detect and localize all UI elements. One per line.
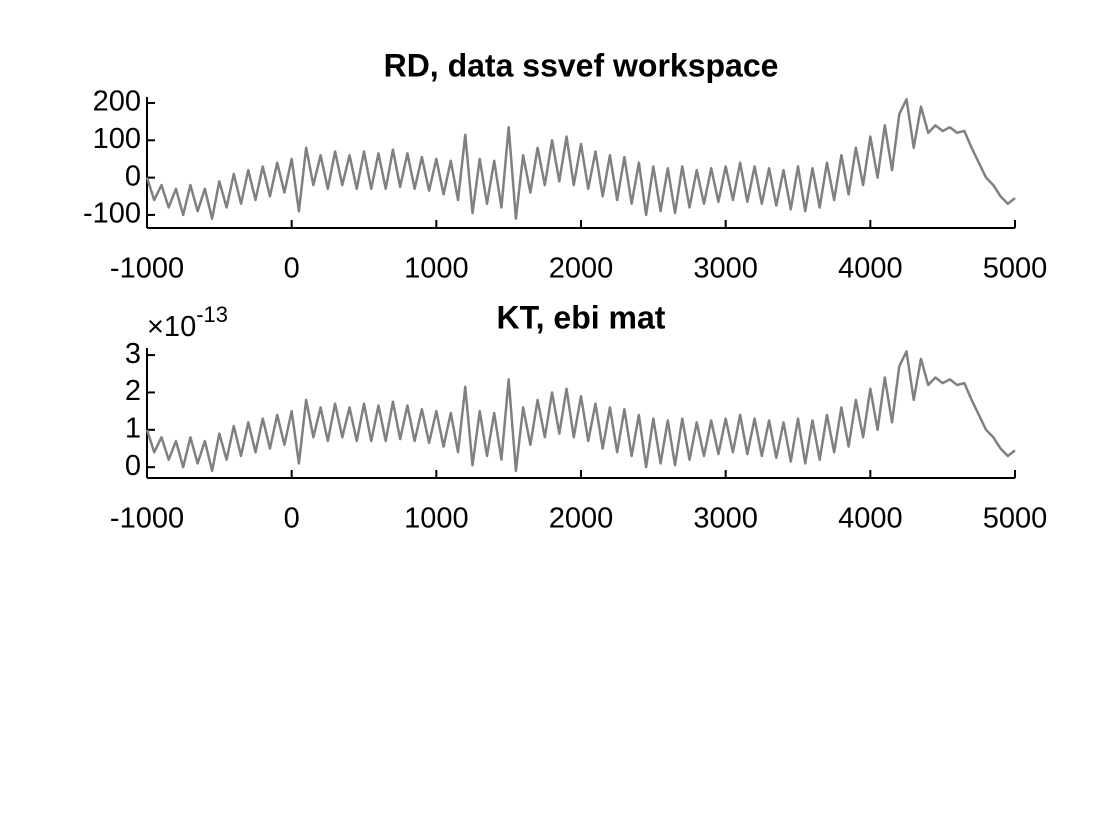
x-tick-label: -1000 [110, 503, 184, 535]
y-tick-label: 0 [125, 450, 141, 482]
x-tick-label: -1000 [110, 253, 184, 285]
x-tick-label: 1000 [404, 253, 469, 285]
chart-title: KT, ebi mat [497, 299, 666, 335]
multiplier-base: ×10 [147, 311, 196, 343]
x-tick-label: 4000 [838, 253, 903, 285]
y-tick-label: 0 [125, 160, 141, 192]
y-tick-label: 2 [125, 375, 141, 407]
x-tick-label: 5000 [983, 503, 1048, 535]
x-tick-label: 2000 [549, 253, 614, 285]
x-tick-label: 0 [284, 503, 300, 535]
x-tick-label: 0 [284, 253, 300, 285]
x-tick-label: 3000 [693, 503, 758, 535]
y-multiplier: ×10-13 [147, 302, 228, 343]
x-tick-label: 4000 [838, 503, 903, 535]
data-line [145, 350, 1016, 473]
x-tick-label: 1000 [404, 503, 469, 535]
y-tick-label: -100 [83, 198, 141, 230]
x-tick-label: 3000 [693, 253, 758, 285]
y-tick-label: 3 [125, 338, 141, 370]
multiplier-exponent: -13 [196, 302, 228, 327]
x-tick-label: 5000 [983, 253, 1048, 285]
x-tick-label: 2000 [549, 503, 614, 535]
y-tick-label: 100 [93, 123, 141, 155]
chart-title: RD, data ssvef workspace [384, 47, 779, 83]
y-tick-label: 200 [93, 86, 141, 118]
y-tick-label: 1 [125, 412, 141, 444]
data-line [145, 97, 1016, 220]
